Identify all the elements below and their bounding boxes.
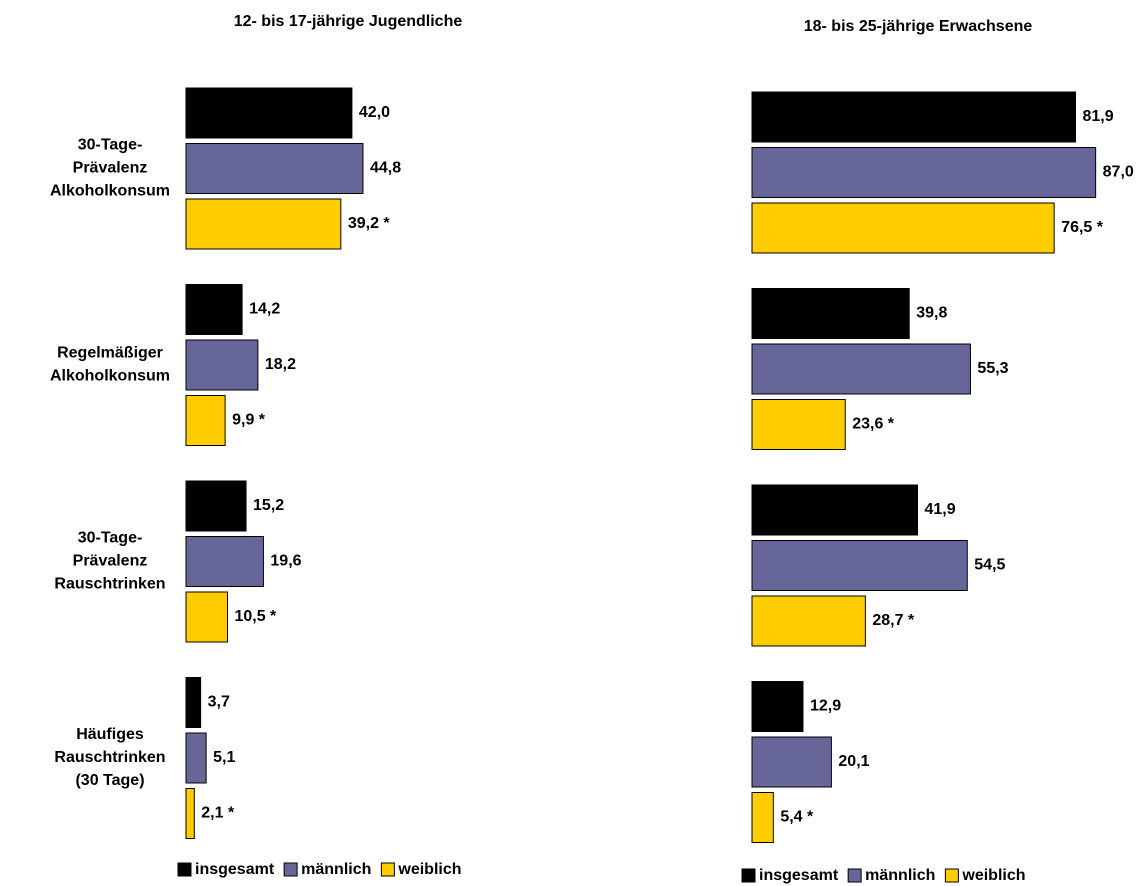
category-label-line: Rauschtrinken: [54, 576, 165, 593]
category-label-line: 30-Tage-: [78, 530, 143, 547]
category-label-line: Prävalenz: [73, 553, 148, 570]
category-label-line: Prävalenz: [73, 160, 148, 177]
legend-label: männlich: [301, 861, 371, 878]
bar: [751, 399, 846, 450]
bar: [751, 736, 832, 788]
bar: [185, 87, 353, 139]
legend-swatch: [177, 862, 192, 877]
bar: [185, 339, 259, 391]
legend-swatch: [741, 868, 756, 883]
legend-label: insgesamt: [759, 867, 839, 884]
value-label: 42,0: [359, 104, 390, 121]
bar: [185, 395, 226, 446]
value-label: 5,4 *: [780, 809, 814, 826]
category-label-line: Häufiges: [76, 726, 144, 743]
bar: [751, 91, 1077, 143]
bar: [185, 198, 342, 250]
value-label: 2,1 *: [201, 805, 235, 822]
value-label: 39,2 *: [348, 215, 391, 232]
legend-swatch: [283, 862, 298, 877]
bar: [185, 536, 264, 587]
category-label-line: Regelmäßiger: [57, 345, 163, 362]
value-label: 81,9: [1083, 108, 1114, 125]
value-label: 18,2: [265, 356, 296, 373]
chart-title: 18- bis 25-jährige Erwachsene: [804, 18, 1033, 35]
category-label-line: Rauschtrinken: [54, 749, 165, 766]
bar: [751, 484, 919, 536]
bar: [185, 591, 228, 643]
bar: [751, 147, 1097, 198]
value-label: 14,2: [249, 301, 280, 318]
category-label-line: 30-Tage-: [78, 137, 143, 154]
category-label: 30-Tage- Prävalenz Rauschtrinken: [54, 530, 165, 593]
value-label: 3,7: [208, 694, 230, 711]
legend-label: weiblich: [961, 867, 1025, 884]
legend-label: männlich: [865, 867, 935, 884]
bar: [185, 677, 202, 728]
legend-swatch: [380, 862, 395, 877]
value-label: 9,9 *: [232, 412, 266, 429]
legend-swatch: [944, 868, 959, 883]
value-label: 10,5 *: [234, 608, 277, 625]
chart-title: 12- bis 17-jährige Jugendliche: [234, 13, 463, 30]
bar: [751, 202, 1055, 254]
bar: [185, 284, 243, 335]
bar: [751, 792, 774, 843]
value-label: 19,6: [270, 553, 301, 570]
value-label: 5,1: [213, 749, 235, 766]
category-label-line: Alkoholkonsum: [50, 183, 170, 200]
legend-label: insgesamt: [195, 861, 275, 878]
legend-swatch: [847, 868, 862, 883]
bar: [185, 732, 207, 784]
legend-label: weiblich: [397, 861, 461, 878]
value-label: 39,8: [916, 305, 947, 322]
bar: [751, 595, 866, 647]
bar: [751, 343, 971, 395]
value-label: 28,7 *: [872, 612, 915, 629]
category-label: Häufiges Rauschtrinken (30 Tage): [54, 726, 165, 789]
value-label: 44,8: [370, 160, 401, 177]
value-label: 20,1: [838, 753, 869, 770]
value-label: 41,9: [925, 501, 956, 518]
bar: [751, 540, 968, 591]
value-label: 15,2: [253, 497, 284, 514]
value-label: 76,5 *: [1061, 219, 1104, 236]
bar: [185, 143, 364, 194]
value-label: 23,6 *: [852, 416, 895, 433]
category-label-line: Alkoholkonsum: [50, 368, 170, 385]
category-label: Regelmäßiger Alkoholkonsum: [50, 345, 170, 385]
value-label: 54,5: [974, 557, 1005, 574]
value-label: 12,9: [810, 698, 841, 715]
bar: [185, 480, 247, 532]
category-label: 30-Tage- Prävalenz Alkoholkonsum: [50, 137, 170, 200]
bar: [751, 681, 804, 732]
category-label-line: (30 Tage): [75, 772, 144, 789]
bar: [751, 288, 910, 339]
value-label: 87,0: [1103, 164, 1134, 181]
bar: [185, 788, 195, 839]
value-label: 55,3: [977, 360, 1008, 377]
